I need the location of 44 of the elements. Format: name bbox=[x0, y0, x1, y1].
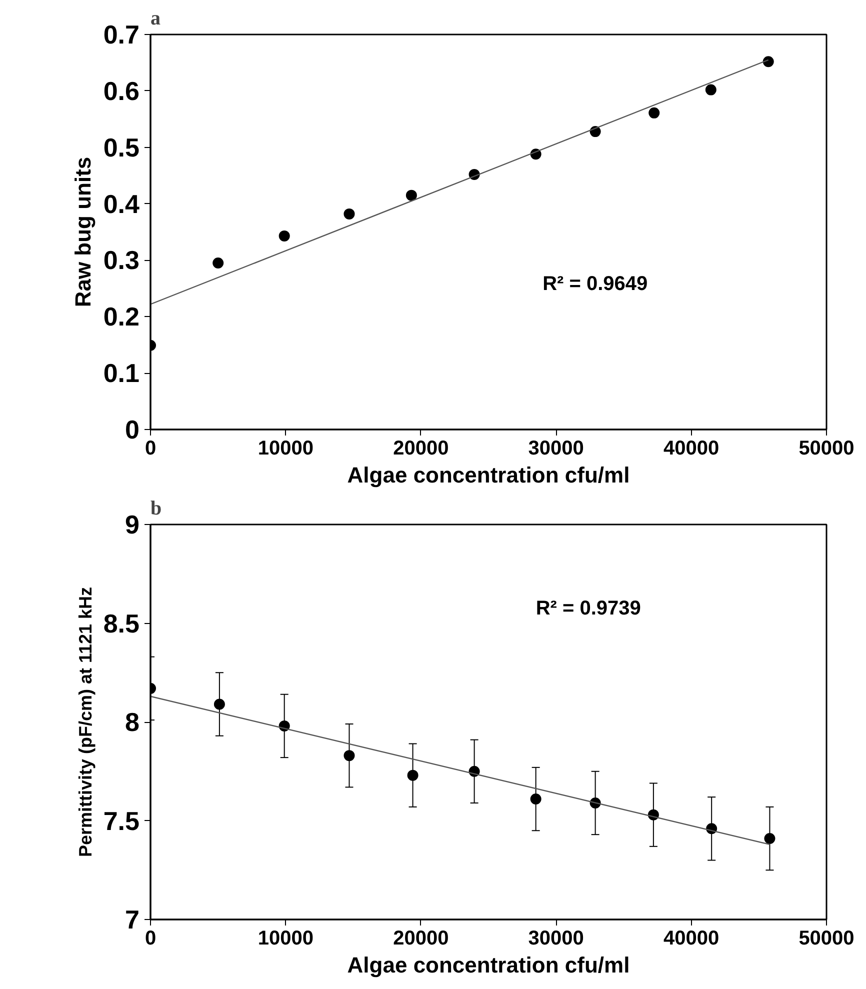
y-tick-label: 8.5 bbox=[103, 608, 140, 638]
y-tick-label: 0.4 bbox=[103, 188, 140, 219]
y-tick-label: 8 bbox=[125, 707, 140, 737]
point bbox=[648, 107, 660, 118]
y-tick-label: 0.1 bbox=[103, 358, 140, 388]
point bbox=[407, 770, 418, 781]
point bbox=[530, 794, 542, 805]
y-tick-label: 0.3 bbox=[103, 245, 140, 276]
point bbox=[762, 56, 774, 68]
x-tick-label: 10000 bbox=[258, 438, 314, 460]
y-axis-title: Permittivity (pF/cm) at 1121 kHz bbox=[75, 586, 96, 858]
annotation: R² = 0.9739 bbox=[536, 597, 641, 620]
x-tick-label: 0 bbox=[144, 438, 156, 460]
y-tick-label: 7.5 bbox=[103, 806, 140, 836]
x-tick-label: 40000 bbox=[663, 438, 720, 460]
x-tick-label: 20000 bbox=[393, 438, 449, 460]
x-axis-title: Algae concentration cfu/ml bbox=[347, 462, 630, 488]
x-tick-label: 30000 bbox=[528, 928, 584, 950]
chart-title: b bbox=[150, 498, 162, 520]
x-tick-label: 0 bbox=[144, 928, 156, 950]
point bbox=[764, 833, 776, 844]
y-axis-title: Raw bug units bbox=[70, 156, 96, 308]
y-tick-label: 9 bbox=[125, 510, 140, 540]
x-tick-label: 20000 bbox=[393, 928, 449, 950]
point bbox=[214, 698, 225, 710]
chart-title: a bbox=[150, 8, 160, 30]
y-tick-label: 0.7 bbox=[103, 20, 140, 50]
point bbox=[344, 750, 355, 762]
point bbox=[406, 190, 417, 201]
y-tick-label: 7 bbox=[125, 904, 140, 934]
x-axis-title: Algae concentration cfu/ml bbox=[347, 952, 630, 978]
x-tick-label: 40000 bbox=[663, 928, 720, 950]
point bbox=[212, 258, 224, 269]
point bbox=[705, 84, 716, 96]
annotation: R² = 0.9649 bbox=[542, 273, 648, 296]
x-tick-label: 30000 bbox=[528, 438, 584, 460]
y-tick-label: 0.5 bbox=[103, 132, 140, 162]
y-tick-label: 0.2 bbox=[103, 302, 140, 332]
y-tick-label: 0.6 bbox=[103, 76, 140, 106]
x-tick-label: 50000 bbox=[798, 438, 854, 460]
x-tick-label: 50000 bbox=[798, 928, 854, 950]
x-tick-label: 10000 bbox=[258, 928, 314, 950]
point bbox=[278, 230, 290, 242]
point bbox=[344, 208, 355, 220]
